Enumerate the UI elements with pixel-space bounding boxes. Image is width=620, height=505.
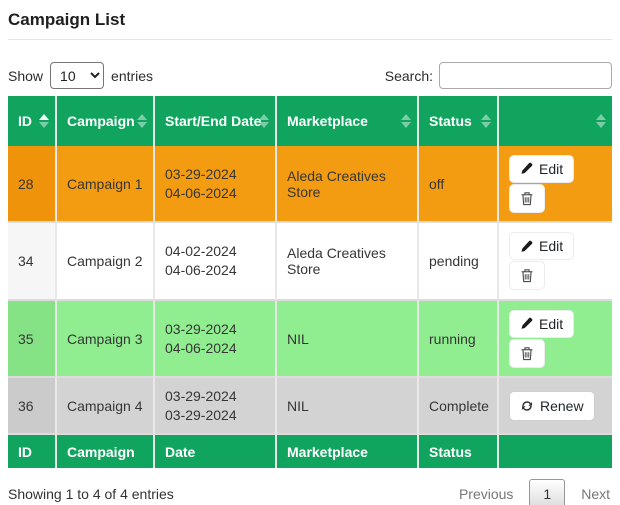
pencil-icon	[520, 240, 533, 253]
footer-cell-id: ID	[8, 435, 57, 468]
end-date: 04-06-2024	[165, 262, 237, 278]
sort-arrows-icon	[596, 114, 606, 128]
pagination: Previous 1 Next	[457, 479, 612, 505]
cell-marketplace: Aleda Creatives Store	[277, 223, 419, 301]
title-divider	[8, 39, 612, 40]
sort-arrows-icon	[137, 114, 147, 128]
end-date: 04-06-2024	[165, 184, 237, 201]
end-date: 03-29-2024	[165, 406, 237, 423]
search-label: Search:	[384, 67, 433, 84]
delete-button[interactable]	[509, 261, 545, 290]
start-date: 03-29-2024	[165, 165, 237, 182]
previous-page-button[interactable]: Previous	[458, 486, 514, 502]
footer-cell-status: Status	[419, 435, 499, 468]
table-footer: ID Campaign Date Marketplace Status	[8, 435, 612, 468]
entries-label: entries	[111, 67, 154, 84]
delete-button[interactable]	[509, 183, 545, 213]
sort-arrows-icon	[401, 114, 411, 128]
footer-cell-date: Date	[155, 435, 277, 468]
cell-id: 36	[8, 378, 57, 435]
header-cell-date[interactable]: Start/End Date	[155, 96, 277, 146]
edit-button[interactable]: Edit	[509, 232, 575, 260]
start-date: 03-29-2024	[165, 320, 237, 337]
sort-arrows-icon	[259, 114, 269, 128]
entries-info: Showing 1 to 4 of 4 entries	[8, 486, 174, 502]
cell-id: 34	[8, 223, 57, 301]
page-length-control: Show 10 entries	[8, 62, 153, 89]
cell-actions: Edit	[499, 301, 612, 378]
cell-marketplace: Aleda Creatives Store	[277, 146, 419, 223]
footer-cell-campaign: Campaign	[57, 435, 155, 468]
cell-status: running	[419, 301, 499, 378]
sort-arrows-icon	[481, 114, 491, 128]
edit-button[interactable]: Edit	[509, 309, 575, 338]
page-title: Campaign List	[8, 10, 126, 29]
cell-campaign: Campaign 4	[57, 378, 155, 435]
next-page-button[interactable]: Next	[581, 486, 610, 502]
cell-actions: Edit	[499, 146, 612, 223]
table-bottom-bar: Showing 1 to 4 of 4 entries Previous 1 N…	[8, 479, 612, 505]
current-page-button[interactable]: 1	[529, 479, 566, 505]
header-cell-actions[interactable]	[499, 96, 612, 146]
delete-button[interactable]	[509, 338, 545, 368]
cell-campaign: Campaign 3	[57, 301, 155, 378]
table-controls: Show 10 entries Search:	[8, 62, 612, 89]
footer-cell-actions	[499, 435, 612, 468]
cell-status: Complete	[419, 378, 499, 435]
cell-marketplace: NIL	[277, 301, 419, 378]
sort-arrows-icon	[39, 114, 49, 128]
campaign-table: ID Campaign Start/End Date Marketplace S…	[8, 96, 612, 468]
header-cell-id[interactable]: ID	[8, 96, 57, 146]
cell-dates: 03-29-2024 04-06-2024	[155, 146, 277, 223]
cell-status: off	[419, 146, 499, 223]
header-cell-campaign[interactable]: Campaign	[57, 96, 155, 146]
cell-campaign: Campaign 2	[57, 223, 155, 301]
table-row: 36 Campaign 4 03-29-2024 03-29-2024 NIL …	[8, 378, 612, 435]
page-length-select[interactable]: 10	[50, 62, 105, 89]
cell-campaign: Campaign 1	[57, 146, 155, 223]
pencil-icon	[520, 317, 533, 330]
cell-dates: 04-02-2024 04-06-2024	[155, 223, 277, 301]
end-date: 04-06-2024	[165, 339, 237, 356]
refresh-icon	[520, 399, 534, 413]
start-date: 04-02-2024	[165, 243, 237, 259]
header-cell-status[interactable]: Status	[419, 96, 499, 146]
cell-dates: 03-29-2024 03-29-2024	[155, 378, 277, 435]
pencil-icon	[520, 162, 533, 175]
trash-icon	[520, 268, 534, 283]
edit-button[interactable]: Edit	[509, 154, 575, 183]
trash-icon	[520, 346, 534, 361]
renew-button[interactable]: Renew	[509, 390, 595, 421]
cell-actions: Edit	[499, 223, 612, 301]
trash-icon	[520, 191, 534, 206]
start-date: 03-29-2024	[165, 387, 237, 404]
table-row: 34 Campaign 2 04-02-2024 04-06-2024 Aled…	[8, 223, 612, 301]
table-header: ID Campaign Start/End Date Marketplace S…	[8, 96, 612, 146]
cell-id: 35	[8, 301, 57, 378]
header-cell-marketplace[interactable]: Marketplace	[277, 96, 419, 146]
footer-cell-marketplace: Marketplace	[277, 435, 419, 468]
search-input[interactable]	[439, 62, 612, 89]
show-label: Show	[8, 67, 44, 84]
table-row: 28 Campaign 1 03-29-2024 04-06-2024 Aled…	[8, 146, 612, 223]
cell-actions: Renew	[499, 378, 612, 435]
cell-marketplace: NIL	[277, 378, 419, 435]
cell-id: 28	[8, 146, 57, 223]
table-row: 35 Campaign 3 03-29-2024 04-06-2024 NIL …	[8, 301, 612, 378]
search-control: Search:	[385, 62, 612, 89]
cell-dates: 03-29-2024 04-06-2024	[155, 301, 277, 378]
cell-status: pending	[419, 223, 499, 301]
